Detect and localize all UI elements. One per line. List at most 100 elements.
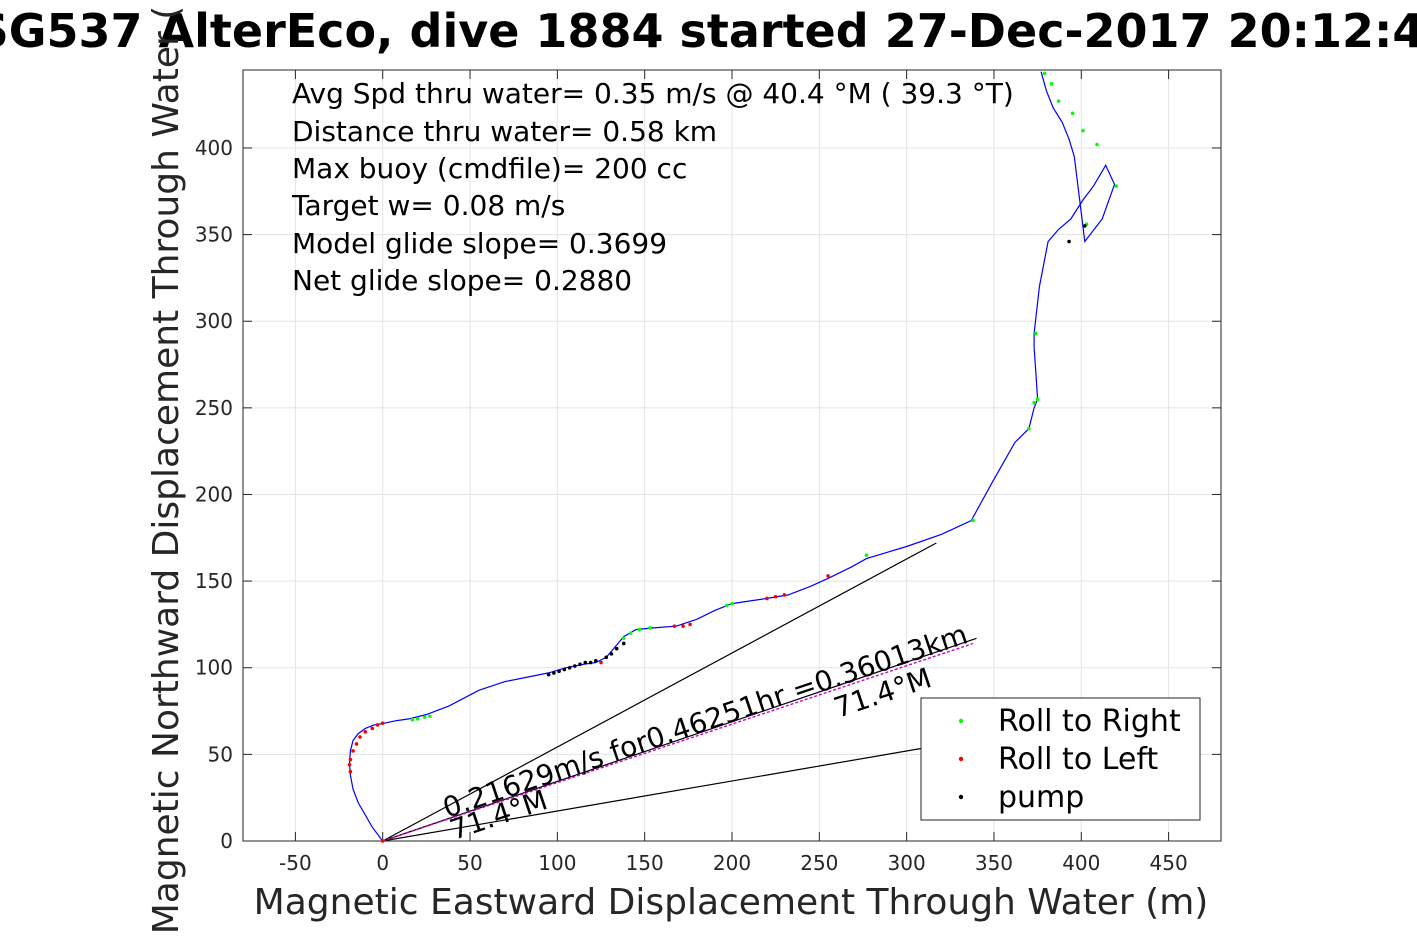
legend-marker-roll-left xyxy=(958,756,964,762)
point-roll-to-right xyxy=(1035,397,1040,401)
axis-ticks: -50 0 50 100 150 200 250 300 350 400 450 0 50 100 150 2… xyxy=(195,70,1221,875)
y-tick-label: 300 xyxy=(195,309,233,333)
point-roll-to-right xyxy=(621,636,626,641)
info-annotations: Avg Spd thru water= 0.35 m/s @ 40.4 °M (… xyxy=(291,77,1014,297)
x-tick-label: -50 xyxy=(279,851,312,875)
point-roll-to-right xyxy=(1027,426,1031,431)
point-roll-to-left xyxy=(599,660,603,665)
y-tick-label: 200 xyxy=(195,482,233,506)
annotation-avg-speed: Avg Spd thru water= 0.35 m/s @ 40.4 °M (… xyxy=(292,77,1014,110)
point-pump xyxy=(562,667,567,672)
point-roll-to-left xyxy=(347,762,352,767)
annotation-net-glide: Net glide slope= 0.2880 xyxy=(292,264,632,297)
heading-reference-line xyxy=(382,542,937,842)
point-roll-to-left xyxy=(370,726,375,731)
x-tick-label: 100 xyxy=(538,851,576,875)
point-roll-to-right xyxy=(1070,111,1075,116)
point-pump xyxy=(578,662,582,667)
legend-label-pump: pump xyxy=(998,780,1084,815)
point-roll-to-right xyxy=(1042,71,1047,76)
point-pump xyxy=(604,655,609,660)
y-tick-label: 100 xyxy=(195,656,233,680)
point-roll-to-right xyxy=(428,714,432,719)
point-roll-to-right xyxy=(1081,128,1085,133)
annotation-target-w: Target w= 0.08 m/s xyxy=(291,189,565,222)
reference-lines xyxy=(382,542,977,842)
point-pump xyxy=(546,672,551,677)
x-tick-label: 50 xyxy=(457,851,482,875)
point-roll-to-left xyxy=(351,749,355,753)
point-pump xyxy=(567,665,572,670)
y-tick-label: 50 xyxy=(208,742,233,766)
point-roll-to-right xyxy=(637,627,642,632)
legend-marker-pump xyxy=(958,794,964,800)
point-roll-to-right xyxy=(1056,99,1061,103)
y-tick-label: 350 xyxy=(195,223,233,247)
point-roll-to-right xyxy=(864,553,869,557)
annotation-model-glide: Model glide slope= 0.3699 xyxy=(292,227,667,260)
point-roll-to-right xyxy=(1049,82,1054,86)
point-pump xyxy=(609,652,614,656)
point-roll-to-left xyxy=(782,593,787,597)
y-tick-label: 0 xyxy=(220,829,233,853)
y-tick-label: 400 xyxy=(195,136,233,160)
point-roll-to-left xyxy=(688,622,692,627)
point-roll-to-left xyxy=(672,624,677,628)
point-pump xyxy=(588,660,593,665)
x-tick-label: 250 xyxy=(800,851,838,875)
x-tick-label: 400 xyxy=(1062,851,1100,875)
annotation-distance: Distance thru water= 0.58 km xyxy=(292,115,717,148)
point-pump xyxy=(1082,224,1087,228)
point-roll-to-right xyxy=(628,631,633,635)
point-roll-to-right xyxy=(971,518,975,523)
point-roll-to-left xyxy=(765,596,769,601)
point-pump xyxy=(573,664,577,668)
point-pump xyxy=(557,669,561,674)
point-roll-to-left xyxy=(375,723,380,727)
chart-title: SG537 AlterEco, dive 1884 started 27-Dec… xyxy=(0,4,1417,58)
y-axis-label: Magnetic Northward Displacement Through … xyxy=(146,6,187,935)
point-roll-to-right xyxy=(1095,142,1099,147)
legend-label-roll-right: Roll to Right xyxy=(998,704,1181,739)
point-pump xyxy=(583,660,588,665)
current-vector-line xyxy=(382,642,974,842)
legend-box xyxy=(920,697,1201,821)
legend: Roll to Right Roll to Left pump xyxy=(920,697,1201,821)
legend-marker-roll-right xyxy=(958,718,964,724)
point-roll-to-right xyxy=(1032,400,1036,405)
point-roll-to-right xyxy=(422,715,427,719)
point-roll-to-left xyxy=(348,769,353,774)
x-tick-label: 150 xyxy=(626,851,664,875)
point-roll-to-left xyxy=(348,757,353,762)
point-roll-to-right xyxy=(648,626,652,630)
x-tick-label: 300 xyxy=(888,851,926,875)
point-pump xyxy=(552,671,556,675)
point-roll-to-right xyxy=(1034,331,1038,336)
x-tick-label: 450 xyxy=(1150,851,1188,875)
point-roll-to-left xyxy=(354,742,359,746)
point-roll-to-left xyxy=(363,730,368,734)
point-roll-to-left xyxy=(380,839,385,843)
point-roll-to-right xyxy=(1114,184,1119,188)
x-tick-label: 0 xyxy=(376,851,389,875)
point-pump xyxy=(1067,239,1071,244)
point-roll-to-right xyxy=(730,601,734,606)
point-roll-to-left xyxy=(358,735,362,739)
point-pump xyxy=(621,641,626,646)
track-line xyxy=(348,71,1116,842)
point-roll-to-right xyxy=(724,603,729,608)
point-pump xyxy=(593,659,598,663)
point-roll-to-right xyxy=(415,717,420,721)
track-polyline xyxy=(348,71,1116,842)
point-roll-to-left xyxy=(773,594,778,599)
x-axis-label: Magnetic Eastward Displacement Through W… xyxy=(254,882,1209,923)
point-roll-to-left xyxy=(681,624,685,628)
heading-reference-line xyxy=(382,637,977,842)
point-roll-to-right xyxy=(410,717,415,722)
heading-reference-line xyxy=(382,739,968,842)
point-roll-to-left xyxy=(826,574,830,578)
x-tick-label: 350 xyxy=(975,851,1013,875)
legend-label-roll-left: Roll to Left xyxy=(998,742,1158,777)
y-tick-label: 150 xyxy=(195,569,233,593)
